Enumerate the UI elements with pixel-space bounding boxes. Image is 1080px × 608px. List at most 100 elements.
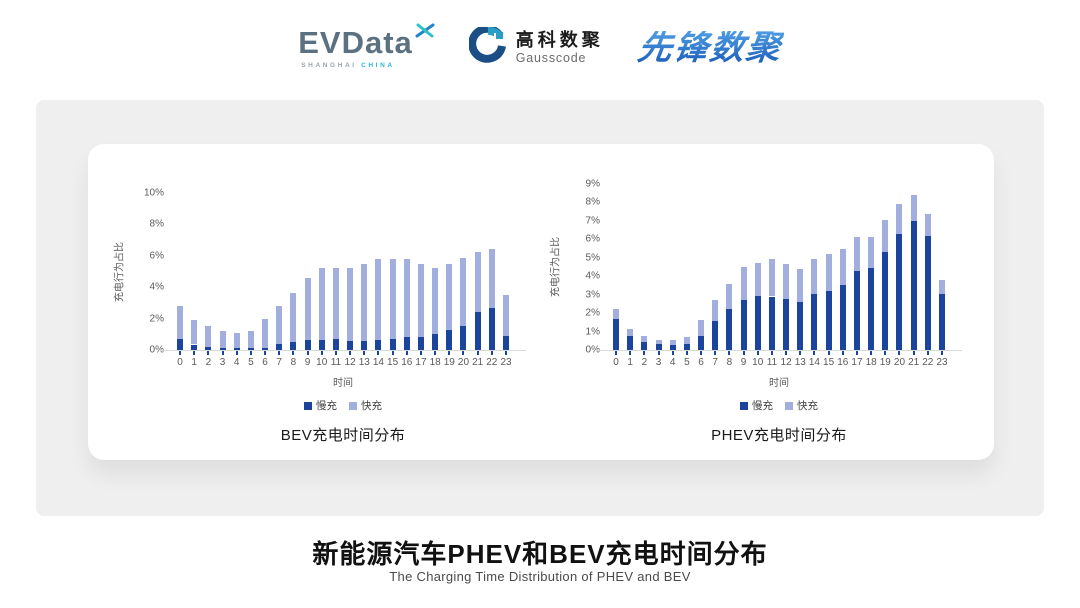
bar-segment-slow <box>811 293 818 350</box>
bar-segment-fast <box>924 213 931 236</box>
x-tick-label: 0 <box>613 357 619 368</box>
bar-segment-slow <box>276 343 283 350</box>
y-tick-label: 8% <box>585 196 600 208</box>
bar-segment-fast <box>417 264 424 337</box>
bar-segment-slow <box>460 326 467 350</box>
y-tick-label: 2% <box>585 307 600 319</box>
y-tick-label: 4% <box>149 281 164 293</box>
x-tick-mark <box>334 351 337 355</box>
bar-segment-slow <box>304 339 311 350</box>
y-tick-label: 7% <box>585 215 600 227</box>
y-tick-label: 4% <box>585 270 600 282</box>
bar-segment-slow <box>332 339 339 350</box>
bar-segment-slow <box>403 337 410 350</box>
x-tick-label: 1 <box>191 357 197 368</box>
chart-caption: BEV充电时间分布 <box>280 427 406 444</box>
x-tick-mark <box>926 351 929 355</box>
legend-label: 快充 <box>797 400 818 412</box>
x-tick-label: 18 <box>429 357 441 368</box>
x-tick-label: 3 <box>219 357 226 368</box>
x-tick-mark <box>221 351 224 355</box>
bar-segment-fast <box>205 326 212 347</box>
x-tick-mark <box>657 351 660 355</box>
x-tick-mark <box>306 351 309 355</box>
bar-segment-fast <box>304 277 311 340</box>
y-tick-label: 10% <box>143 187 164 199</box>
y-tick-label: 1% <box>585 326 600 338</box>
x-tick-label: 18 <box>865 357 877 368</box>
bar-segment-fast <box>290 293 297 343</box>
bar-segment-fast <box>740 267 747 301</box>
bar-segment-fast <box>389 258 396 339</box>
x-tick-mark <box>278 351 281 355</box>
bar-segment-fast <box>868 237 875 268</box>
bar-segment-fast <box>797 268 804 303</box>
bar-segment-fast <box>332 268 339 339</box>
x-tick-mark <box>912 351 915 355</box>
y-tick-label: 6% <box>585 233 600 245</box>
x-tick-mark <box>292 351 295 355</box>
x-tick-label: 17 <box>851 357 863 368</box>
bar-segment-fast <box>726 283 733 310</box>
bar-segment-fast <box>177 306 183 339</box>
x-tick-label: 17 <box>415 357 427 368</box>
gausscode-logo: 高科数聚 Gausscode <box>467 24 604 70</box>
x-tick-mark <box>490 351 493 355</box>
x-tick-label: 8 <box>726 357 733 368</box>
x-tick-label: 4 <box>669 357 676 368</box>
bar-segment-slow <box>627 336 634 350</box>
page-subtitle: The Charging Time Distribution of PHEV a… <box>389 569 691 584</box>
x-tick-mark <box>813 351 816 355</box>
bar-segment-fast <box>460 258 467 327</box>
x-tick-label: 12 <box>780 357 792 368</box>
x-tick-label: 0 <box>177 357 183 368</box>
bar-segment-fast <box>347 268 354 341</box>
bar-segment-slow <box>432 334 439 350</box>
x-tick-label: 21 <box>908 357 920 368</box>
x-tick-label: 16 <box>837 357 849 368</box>
x-tick-mark <box>193 351 196 355</box>
bar-segment-slow <box>655 344 662 350</box>
bar-segment-slow <box>797 302 804 350</box>
x-tick-mark <box>179 351 181 355</box>
bar-segment-fast <box>627 328 634 337</box>
x-tick-label: 13 <box>358 357 370 368</box>
x-tick-mark <box>700 351 703 355</box>
bar-segment-fast <box>474 251 481 313</box>
bar-segment-slow <box>389 339 396 350</box>
bar-segment-fast <box>641 336 648 342</box>
x-tick-label: 1 <box>627 357 633 368</box>
evdata-subtext-china: CHINA <box>361 62 395 69</box>
bar-segment-fast <box>896 204 903 234</box>
bar-segment-fast <box>375 258 382 340</box>
y-tick-label: 8% <box>149 218 164 230</box>
x-tick-label: 23 <box>500 357 512 368</box>
x-tick-label: 6 <box>262 357 268 368</box>
bar-segment-slow <box>783 299 790 350</box>
y-tick-label: 0% <box>149 344 164 356</box>
x-tick-mark <box>419 351 422 355</box>
bar-segment-slow <box>669 345 676 350</box>
x-tick-mark <box>462 351 465 355</box>
legend-swatch-fast <box>349 401 357 410</box>
x-tick-label: 13 <box>794 357 806 368</box>
x-tick-label: 8 <box>290 357 297 368</box>
x-tick-mark <box>629 351 632 355</box>
bar-segment-slow <box>882 252 889 350</box>
bar-segment-slow <box>417 336 424 350</box>
bar-segment-slow <box>177 339 183 350</box>
bar-segment-slow <box>683 344 690 350</box>
x-tick-mark <box>756 351 759 355</box>
y-axis-title: 充电行为占比 <box>550 237 562 297</box>
y-tick-label: 2% <box>149 313 164 325</box>
x-tick-label: 4 <box>233 357 240 368</box>
bar-segment-slow <box>446 329 453 350</box>
bar-segment-fast <box>825 254 832 291</box>
gausscode-icon <box>467 24 507 70</box>
bar-segment-fast <box>446 263 453 330</box>
x-tick-mark <box>898 351 901 355</box>
x-tick-label: 14 <box>808 357 820 368</box>
bar-segment-slow <box>290 342 297 350</box>
legend-item-fast: 快充 <box>349 398 382 413</box>
bar-segment-fast <box>768 258 775 297</box>
